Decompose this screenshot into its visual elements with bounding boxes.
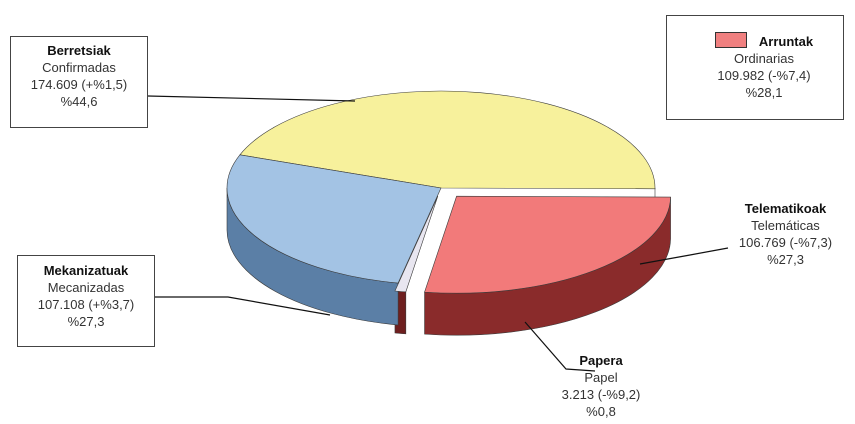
leader-lines	[147, 95, 729, 372]
legend-arruntak-value: 109.982 (-%7,4)	[717, 68, 811, 83]
pie-sides	[226, 187, 671, 336]
legend-arruntak-title: Arruntak	[758, 34, 814, 49]
label-mekanizatuak-subtitle: Mecanizadas	[47, 280, 125, 295]
label-telematikoak: Telematikoak Telemáticas 106.769 (-%7,3)…	[728, 200, 843, 268]
label-berretsiak: Berretsiak Confirmadas 174.609 (+%1,5) %…	[10, 36, 148, 128]
leader-papera	[524, 321, 596, 372]
legend-arruntak: Arruntak Ordinarias 109.982 (-%7,4) %28,…	[666, 15, 844, 120]
legend-arruntak-percent: %28,1	[745, 85, 783, 100]
label-berretsiak-title: Berretsiak	[47, 43, 111, 58]
label-berretsiak-subtitle: Confirmadas	[42, 60, 116, 75]
label-berretsiak-percent: %44,6	[60, 94, 98, 109]
label-mekanizatuak-title: Mekanizatuak	[43, 263, 129, 278]
label-telematikoak-value: 106.769 (-%7,3)	[738, 235, 833, 250]
legend-arruntak-swatch	[714, 32, 747, 48]
leader-telematikoak	[639, 247, 729, 265]
label-papera-subtitle: Papel	[584, 370, 618, 385]
slice-berretsiak	[239, 90, 656, 190]
label-telematikoak-subtitle: Telemáticas	[751, 218, 820, 233]
label-telematikoak-percent: %27,3	[767, 252, 804, 267]
leader-berretsiak	[147, 95, 356, 102]
pie-tops	[226, 90, 671, 294]
label-papera-title: Papera	[579, 353, 623, 368]
label-mekanizatuak-value: 107.108 (+%3,7)	[37, 297, 135, 312]
label-papera-value: 3.213 (-%9,2)	[561, 387, 641, 402]
label-papera-percent: %0,8	[586, 404, 616, 419]
label-mekanizatuak-percent: %27,3	[67, 314, 105, 329]
leader-mekanizatuak	[155, 296, 331, 316]
legend-arruntak-subtitle: Ordinarias	[734, 51, 794, 66]
slice-mekanizatuak	[226, 154, 442, 284]
label-telematikoak-title: Telematikoak	[744, 201, 827, 216]
slice-papera	[394, 195, 439, 293]
label-berretsiak-value: 174.609 (+%1,5)	[30, 77, 128, 92]
slice-telematikoak	[424, 195, 671, 294]
label-mekanizatuak: Mekanizatuak Mecanizadas 107.108 (+%3,7)…	[17, 255, 155, 347]
label-papera: Papera Papel 3.213 (-%9,2) %0,8	[555, 352, 647, 420]
